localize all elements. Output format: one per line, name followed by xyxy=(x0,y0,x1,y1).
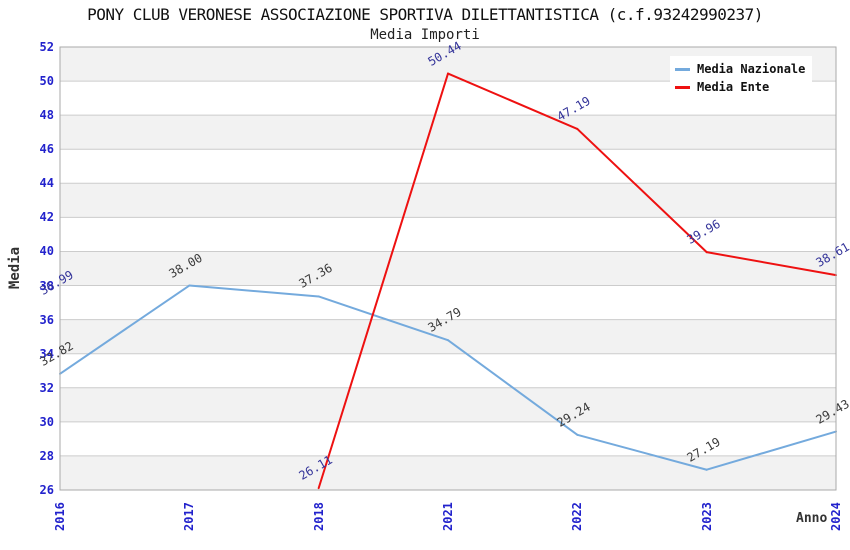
legend-label: Media Ente xyxy=(697,80,770,94)
x-tick-label: 2018 xyxy=(311,502,326,531)
y-tick-label: 38 xyxy=(39,278,54,293)
y-tick-label: 44 xyxy=(39,176,54,191)
x-axis-title: Anno xyxy=(796,511,828,526)
legend-item-ente: Media Ente xyxy=(675,80,812,94)
x-tick-label: 2024 xyxy=(829,502,843,531)
y-tick-label: 30 xyxy=(39,414,54,429)
x-tick-label: 2021 xyxy=(441,502,455,531)
y-tick-label: 42 xyxy=(39,210,54,225)
chart-subtitle: Media Importi xyxy=(370,27,480,43)
y-tick-label: 28 xyxy=(39,448,54,463)
line-swatch-nazionale xyxy=(675,67,690,71)
x-tick-label: 2023 xyxy=(699,502,714,531)
y-tick-label: 40 xyxy=(39,244,54,259)
y-tick-label: 26 xyxy=(39,483,54,497)
x-tick-label: 2017 xyxy=(182,502,197,531)
x-tick-label: 2022 xyxy=(570,502,585,531)
y-tick-label: 32 xyxy=(39,380,54,395)
y-tick-label: 36 xyxy=(39,312,54,327)
y-tick-label: 48 xyxy=(39,108,54,123)
x-tick-label: 2016 xyxy=(53,502,67,531)
chart-title: PONY CLUB VERONESE ASSOCIAZIONE SPORTIVA… xyxy=(87,5,763,24)
legend-item-nazionale: Media Nazionale xyxy=(675,62,812,76)
y-tick-label: 46 xyxy=(39,142,54,157)
y-tick-label: 34 xyxy=(39,346,54,361)
legend: Media Nazionale Media Ente xyxy=(670,56,812,100)
y-tick-label: 50 xyxy=(39,74,54,89)
legend-label: Media Nazionale xyxy=(697,62,806,76)
line-swatch-ente xyxy=(675,85,690,89)
y-tick-label: 52 xyxy=(39,40,54,54)
